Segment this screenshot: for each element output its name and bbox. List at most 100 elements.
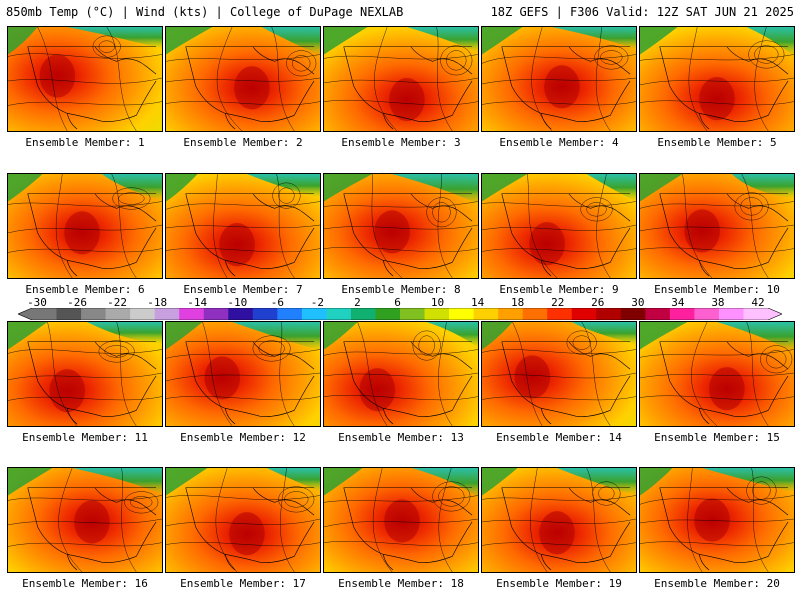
temperature-map <box>166 174 320 278</box>
ensemble-panel <box>481 321 637 427</box>
colorbar-segment <box>596 308 622 320</box>
colorbar-segment <box>400 308 426 320</box>
colorbar-tick-label: 14 <box>470 296 485 309</box>
ensemble-panel <box>323 467 479 573</box>
colorbar-tick-label: -10 <box>227 296 248 309</box>
colorbar-tick-label: 2 <box>354 296 361 309</box>
ensemble-member-label: Ensemble Member: 10 <box>654 283 780 296</box>
colorbar-tick-label: 22 <box>551 296 565 309</box>
colorbar-segment <box>547 308 573 320</box>
temperature-map <box>166 27 320 131</box>
colorbar-tick-label: 10 <box>430 296 445 309</box>
ensemble-panel <box>639 321 795 427</box>
colorbar-tick-label: 18 <box>511 296 525 309</box>
colorbar-tick-label: -14 <box>187 296 208 309</box>
header-title: 850mb Temp (°C) | Wind (kts) | College o… <box>6 5 404 19</box>
colorbar-segment <box>350 308 376 320</box>
colorbar-tick-label: 34 <box>671 296 685 309</box>
colorbar-segment <box>620 308 646 320</box>
ensemble-member-label: Ensemble Member: 16 <box>22 577 148 590</box>
colorbar-tick-label: 26 <box>591 296 605 309</box>
ensemble-panel <box>7 26 163 132</box>
ensemble-member-label: Ensemble Member: 13 <box>338 431 464 444</box>
ensemble-panel <box>7 173 163 279</box>
ensemble-member-label: Ensemble Member: 6 <box>25 283 145 296</box>
ensemble-member-label: Ensemble Member: 19 <box>496 577 622 590</box>
temperature-map <box>8 174 162 278</box>
colorbar-segment <box>743 308 769 320</box>
ensemble-member-label: Ensemble Member: 8 <box>341 283 461 296</box>
ensemble-panel <box>639 173 795 279</box>
colorbar-segment <box>105 308 131 320</box>
colorbar-tick-label: -18 <box>147 296 168 309</box>
ensemble-panel <box>7 321 163 427</box>
ensemble-panel <box>165 26 321 132</box>
colorbar-segment <box>645 308 671 320</box>
ensemble-member-label: Ensemble Member: 18 <box>338 577 464 590</box>
ensemble-member-label: Ensemble Member: 3 <box>341 136 461 149</box>
temperature-map <box>482 322 636 426</box>
ensemble-panel <box>639 26 795 132</box>
temperature-map <box>482 468 636 572</box>
colorbar-segment <box>375 308 401 320</box>
ensemble-member-label: Ensemble Member: 14 <box>496 431 622 444</box>
colorbar-segment <box>154 308 180 320</box>
colorbar-segment <box>228 308 254 320</box>
temperature-map <box>324 174 478 278</box>
colorbar-tick-label: 38 <box>711 296 725 309</box>
ensemble-panel <box>323 26 479 132</box>
temperature-map <box>640 174 794 278</box>
ensemble-panel <box>481 173 637 279</box>
ensemble-panel <box>7 467 163 573</box>
colorbar-segment <box>669 308 695 320</box>
colorbar-segment <box>718 308 744 320</box>
ensemble-member-label: Ensemble Member: 15 <box>654 431 780 444</box>
ensemble-member-label: Ensemble Member: 11 <box>22 431 148 444</box>
colorbar-segment <box>81 308 107 320</box>
colorbar-tick-label: -30 <box>27 296 47 309</box>
ensemble-panel <box>481 467 637 573</box>
ensemble-member-label: Ensemble Member: 9 <box>499 283 619 296</box>
colorbar-arrow-right <box>768 308 782 320</box>
colorbar-segment <box>130 308 156 320</box>
colorbar-segment <box>32 308 58 320</box>
temperature-map <box>482 27 636 131</box>
temperature-map <box>640 27 794 131</box>
temperature-map <box>8 468 162 572</box>
colorbar-segment <box>277 308 303 320</box>
colorbar-arrow-left <box>18 308 32 320</box>
ensemble-panel <box>481 26 637 132</box>
temperature-map <box>166 322 320 426</box>
temperature-map <box>324 468 478 572</box>
colorbar-segment <box>449 308 475 320</box>
ensemble-panel <box>323 321 479 427</box>
ensemble-panel <box>639 467 795 573</box>
temperature-map <box>640 468 794 572</box>
ensemble-member-label: Ensemble Member: 7 <box>183 283 303 296</box>
temperature-map <box>482 174 636 278</box>
colorbar-segment <box>571 308 597 320</box>
ensemble-member-label: Ensemble Member: 2 <box>183 136 303 149</box>
temperature-map <box>324 27 478 131</box>
colorbar-tick-label: -2 <box>310 296 324 309</box>
colorbar-segment <box>203 308 229 320</box>
ensemble-member-label: Ensemble Member: 20 <box>654 577 780 590</box>
temperature-colorbar <box>18 308 782 320</box>
colorbar-tick-label: -26 <box>67 296 87 309</box>
colorbar-segment <box>252 308 278 320</box>
colorbar-tick-label: 6 <box>394 296 401 309</box>
ensemble-member-label: Ensemble Member: 5 <box>657 136 777 149</box>
ensemble-member-label: Ensemble Member: 1 <box>25 136 145 149</box>
colorbar-tick-label: 30 <box>631 296 645 309</box>
colorbar-tick-label: -6 <box>270 296 284 309</box>
colorbar-tick-label: -22 <box>107 296 128 309</box>
temperature-map <box>8 322 162 426</box>
ensemble-member-label: Ensemble Member: 12 <box>180 431 306 444</box>
ensemble-member-label: Ensemble Member: 4 <box>499 136 619 149</box>
colorbar-segment <box>326 308 352 320</box>
temperature-map <box>324 322 478 426</box>
header-valid-time: 18Z GEFS | F306 Valid: 12Z SAT JUN 21 20… <box>490 5 794 19</box>
colorbar-segment <box>522 308 548 320</box>
colorbar-segment <box>694 308 720 320</box>
colorbar-segment <box>301 308 327 320</box>
